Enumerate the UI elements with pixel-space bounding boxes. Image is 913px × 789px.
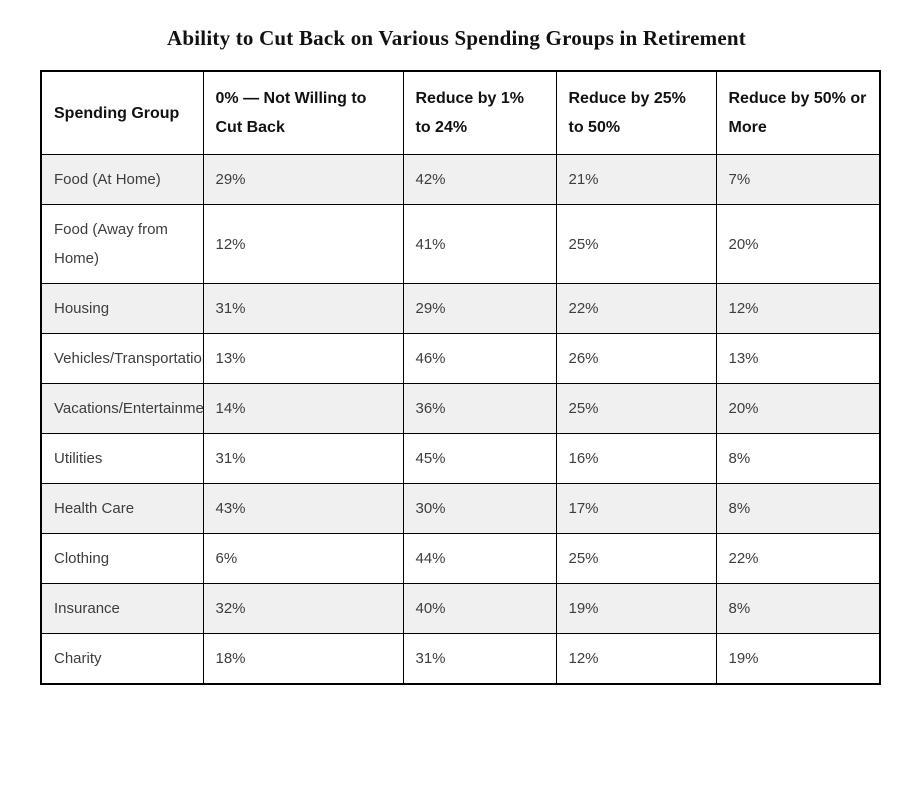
row-value-cell: 26% [555, 333, 717, 384]
row-value-cell: 30% [402, 483, 557, 534]
row-value-cell: 42% [402, 154, 557, 205]
row-value-cell: 8% [715, 433, 881, 484]
table-row: Health Care 43% 30% 17% 8% [40, 483, 881, 534]
row-group-cell: Insurance [40, 583, 204, 634]
row-value-cell: 31% [202, 433, 404, 484]
row-group-cell: Vacations/Entertainment [40, 383, 204, 434]
row-value-cell: 29% [202, 154, 404, 205]
table-row: Food (Away from Home) 12% 41% 25% 20% [40, 204, 881, 284]
row-value-cell: 19% [715, 633, 881, 685]
table-body: Food (At Home) 29% 42% 21% 7% Food (Away… [40, 154, 881, 685]
table-row: Vehicles/Transportation 13% 46% 26% 13% [40, 333, 881, 384]
row-value-cell: 18% [202, 633, 404, 685]
row-value-cell: 8% [715, 583, 881, 634]
row-value-cell: 16% [555, 433, 717, 484]
row-value-cell: 25% [555, 383, 717, 434]
row-value-cell: 13% [202, 333, 404, 384]
row-value-cell: 40% [402, 583, 557, 634]
page-title: Ability to Cut Back on Various Spending … [167, 26, 746, 50]
spending-table: Spending Group 0% — Not Willing to Cut B… [40, 70, 881, 685]
row-group-cell: Vehicles/Transportation [40, 333, 204, 384]
row-value-cell: 17% [555, 483, 717, 534]
row-value-cell: 7% [715, 154, 881, 205]
table-row: Clothing 6% 44% 25% 22% [40, 533, 881, 584]
row-value-cell: 25% [555, 533, 717, 584]
row-group-cell: Housing [40, 283, 204, 334]
table-row: Housing 31% 29% 22% 12% [40, 283, 881, 334]
row-value-cell: 31% [202, 283, 404, 334]
row-group-cell: Food (At Home) [40, 154, 204, 205]
row-value-cell: 31% [402, 633, 557, 685]
header-not-willing: 0% — Not Willing to Cut Back [202, 70, 404, 155]
row-group-cell: Utilities [40, 433, 204, 484]
row-value-cell: 19% [555, 583, 717, 634]
row-value-cell: 25% [555, 204, 717, 284]
table-row: Vacations/Entertainment 14% 36% 25% 20% [40, 383, 881, 434]
row-value-cell: 41% [402, 204, 557, 284]
header-reduce-25-50: Reduce by 25% to 50% [555, 70, 717, 155]
row-value-cell: 36% [402, 383, 557, 434]
row-group-cell: Clothing [40, 533, 204, 584]
row-value-cell: 29% [402, 283, 557, 334]
row-value-cell: 22% [715, 533, 881, 584]
row-value-cell: 44% [402, 533, 557, 584]
row-group-cell: Health Care [40, 483, 204, 534]
header-reduce-1-24: Reduce by 1% to 24% [402, 70, 557, 155]
table-header: Spending Group 0% — Not Willing to Cut B… [40, 70, 881, 155]
header-reduce-50-plus: Reduce by 50% or More [715, 70, 881, 155]
row-value-cell: 32% [202, 583, 404, 634]
table-row: Charity 18% 31% 12% 19% [40, 633, 881, 685]
table-row: Utilities 31% 45% 16% 8% [40, 433, 881, 484]
row-value-cell: 20% [715, 204, 881, 284]
table-row: Insurance 32% 40% 19% 8% [40, 583, 881, 634]
row-group-cell: Charity [40, 633, 204, 685]
row-value-cell: 22% [555, 283, 717, 334]
header-spending-group: Spending Group [40, 70, 204, 155]
row-value-cell: 46% [402, 333, 557, 384]
row-value-cell: 14% [202, 383, 404, 434]
row-value-cell: 8% [715, 483, 881, 534]
row-value-cell: 20% [715, 383, 881, 434]
row-value-cell: 12% [715, 283, 881, 334]
row-value-cell: 12% [202, 204, 404, 284]
row-value-cell: 12% [555, 633, 717, 685]
row-value-cell: 13% [715, 333, 881, 384]
row-value-cell: 45% [402, 433, 557, 484]
row-value-cell: 21% [555, 154, 717, 205]
row-group-cell: Food (Away from Home) [40, 204, 204, 284]
row-value-cell: 6% [202, 533, 404, 584]
row-value-cell: 43% [202, 483, 404, 534]
table-row: Food (At Home) 29% 42% 21% 7% [40, 154, 881, 205]
table-header-row: Spending Group 0% — Not Willing to Cut B… [40, 70, 881, 155]
